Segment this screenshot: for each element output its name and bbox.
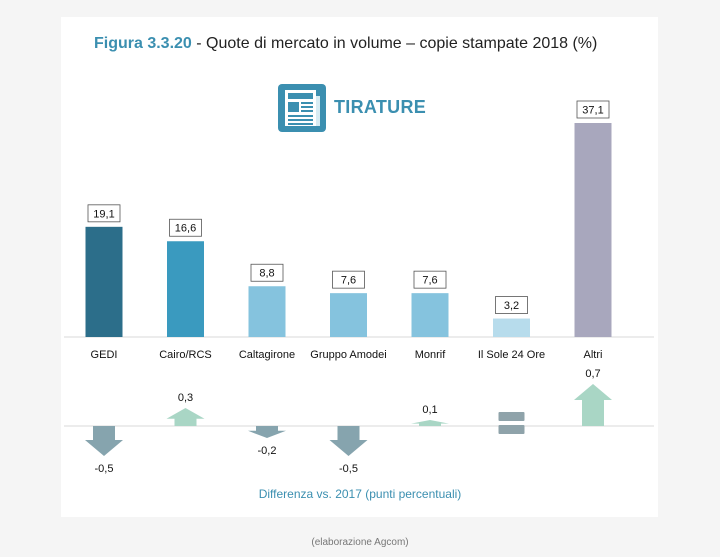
diff-label: -0,5	[95, 463, 114, 475]
category-label: Il Sole 24 Ore	[478, 349, 545, 361]
down-arrow	[329, 426, 368, 456]
chart-title: Figura 3.3.20 - Quote di mercato in volu…	[94, 35, 598, 52]
equal-indicator	[498, 412, 525, 421]
up-arrow	[166, 408, 205, 426]
up-arrow	[411, 420, 449, 426]
category-label: Monrif	[415, 349, 447, 361]
data-label: 3,2	[504, 300, 519, 312]
data-label: 8,8	[259, 268, 274, 280]
bar	[411, 293, 449, 337]
bar	[167, 241, 204, 337]
bar	[574, 123, 612, 337]
data-label: 37,1	[582, 105, 603, 117]
data-label-box	[87, 204, 121, 223]
category-label: Cairo/RCS	[159, 349, 212, 361]
category-label: Gruppo Amodei	[310, 349, 386, 361]
diff-label: 0,3	[178, 392, 193, 404]
data-label-box	[413, 270, 447, 289]
newspaper-icon	[276, 82, 416, 134]
diff-label: -0,5	[339, 463, 358, 475]
data-label: 19,1	[93, 208, 114, 220]
bar	[330, 293, 367, 337]
diff-label: -0,2	[258, 445, 277, 457]
up-arrow	[574, 384, 612, 426]
data-label: 7,6	[422, 275, 437, 287]
bar	[85, 226, 123, 337]
equal-indicator	[498, 425, 525, 434]
category-label: Caltagirone	[239, 349, 295, 361]
category-label: GEDI	[91, 349, 118, 361]
diff-label: 0,1	[422, 404, 437, 416]
badge-label: TIRATURE	[334, 97, 427, 117]
data-label-box	[332, 270, 365, 289]
data-label-box	[576, 100, 610, 119]
diff-label: 0,7	[585, 368, 600, 380]
data-label-box	[169, 218, 202, 237]
down-arrow	[248, 426, 286, 438]
bar	[248, 286, 286, 337]
data-label-box	[495, 296, 528, 314]
bar	[493, 318, 530, 337]
category-label: Altri	[584, 349, 603, 361]
source-note: (elaborazione Agcom)	[311, 537, 409, 548]
data-label: 16,6	[175, 223, 196, 235]
diff-caption: Differenza vs. 2017 (punti percentuali)	[258, 487, 462, 501]
data-label-box	[250, 263, 284, 282]
data-label: 7,6	[341, 275, 356, 287]
down-arrow	[85, 426, 123, 456]
